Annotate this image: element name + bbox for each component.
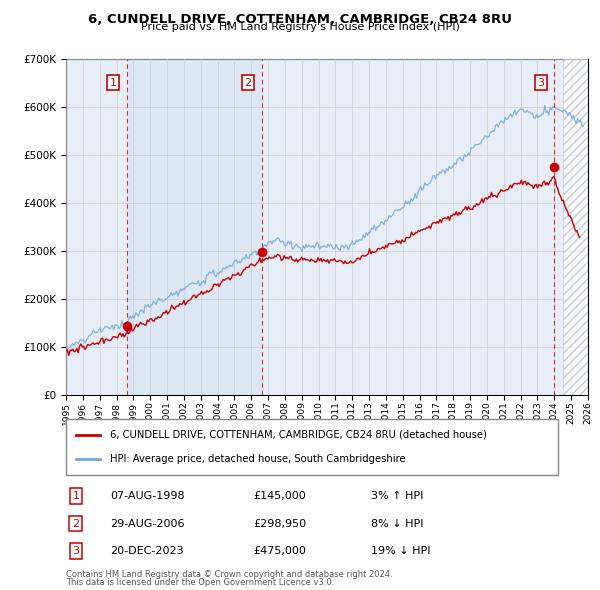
- Text: 2: 2: [244, 77, 251, 87]
- Text: 1: 1: [73, 491, 79, 502]
- Text: £475,000: £475,000: [253, 546, 306, 556]
- Text: 8% ↓ HPI: 8% ↓ HPI: [371, 519, 424, 529]
- Text: 29-AUG-2006: 29-AUG-2006: [110, 519, 185, 529]
- Text: 3: 3: [538, 77, 544, 87]
- Text: 2: 2: [72, 519, 79, 529]
- Text: Contains HM Land Registry data © Crown copyright and database right 2024.: Contains HM Land Registry data © Crown c…: [66, 570, 392, 579]
- Text: 07-AUG-1998: 07-AUG-1998: [110, 491, 185, 502]
- Text: 3: 3: [73, 546, 79, 556]
- Text: 3% ↑ HPI: 3% ↑ HPI: [371, 491, 424, 502]
- Text: This data is licensed under the Open Government Licence v3.0.: This data is licensed under the Open Gov…: [66, 578, 334, 587]
- Text: 1: 1: [110, 77, 116, 87]
- Text: Price paid vs. HM Land Registry's House Price Index (HPI): Price paid vs. HM Land Registry's House …: [140, 22, 460, 32]
- Text: HPI: Average price, detached house, South Cambridgeshire: HPI: Average price, detached house, Sout…: [110, 454, 406, 464]
- Polygon shape: [563, 59, 588, 395]
- FancyBboxPatch shape: [66, 419, 558, 475]
- Text: £298,950: £298,950: [253, 519, 306, 529]
- Bar: [127, 59, 262, 395]
- Text: 19% ↓ HPI: 19% ↓ HPI: [371, 546, 431, 556]
- Text: 6, CUNDELL DRIVE, COTTENHAM, CAMBRIDGE, CB24 8RU (detached house): 6, CUNDELL DRIVE, COTTENHAM, CAMBRIDGE, …: [110, 430, 487, 440]
- Text: 6, CUNDELL DRIVE, COTTENHAM, CAMBRIDGE, CB24 8RU: 6, CUNDELL DRIVE, COTTENHAM, CAMBRIDGE, …: [88, 13, 512, 26]
- Text: £145,000: £145,000: [253, 491, 306, 502]
- Text: 20-DEC-2023: 20-DEC-2023: [110, 546, 184, 556]
